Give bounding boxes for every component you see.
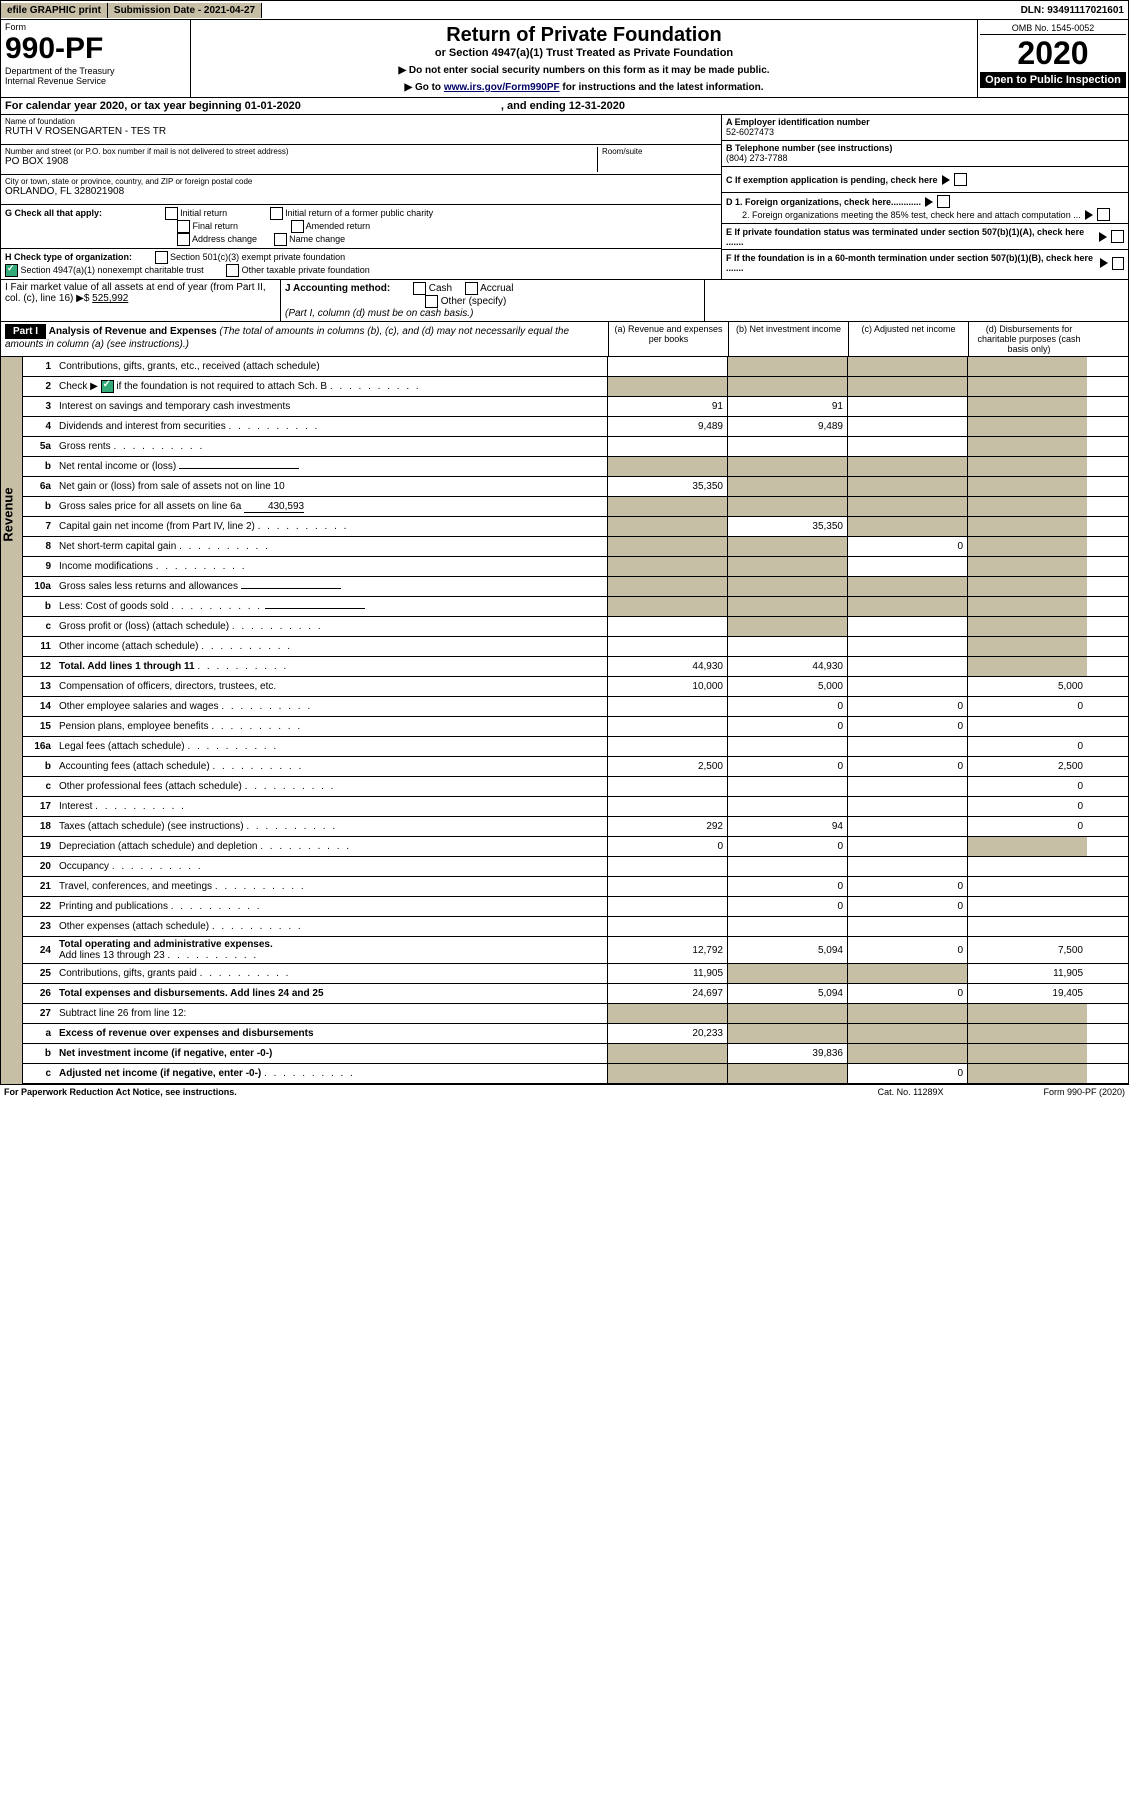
col-d: (d) Disbursements for charitable purpose… xyxy=(969,322,1089,356)
expenses-table: Operating and Administrative Expenses 13… xyxy=(0,677,1129,1084)
j-label: J Accounting method: xyxy=(285,283,390,294)
check-d1[interactable] xyxy=(937,195,950,208)
foundation-name: RUTH V ROSENGARTEN - TES TR xyxy=(5,126,717,137)
city-label: City or town, state or province, country… xyxy=(5,177,717,186)
room-label: Room/suite xyxy=(597,147,717,172)
form-number: 990-PF xyxy=(5,32,186,66)
arrow-icon xyxy=(925,197,933,207)
arrow-icon xyxy=(1099,232,1107,242)
col-a: (a) Revenue and expenses per books xyxy=(609,322,729,356)
side-expenses: Operating and Administrative Expenses xyxy=(1,677,23,1084)
open-inspection: Open to Public Inspection xyxy=(980,72,1126,88)
ein: 52-6027473 xyxy=(726,127,774,137)
revenue-table: Revenue 1Contributions, gifts, grants, e… xyxy=(0,357,1129,677)
side-revenue: Revenue xyxy=(1,357,23,677)
note-link: ▶ Go to www.irs.gov/Form990PF for instru… xyxy=(195,82,973,93)
form-title: Return of Private Foundation xyxy=(195,24,973,47)
addr-label: Number and street (or P.O. box number if… xyxy=(5,147,597,156)
c-label: C If exemption application is pending, c… xyxy=(726,175,938,185)
arrow-icon xyxy=(1100,258,1108,268)
check-accrual[interactable] xyxy=(465,282,478,295)
dept-irs: Internal Revenue Service xyxy=(5,76,186,86)
h-label: H Check type of organization: xyxy=(5,252,132,262)
submission-date: Submission Date - 2021-04-27 xyxy=(108,3,262,18)
arrow-icon xyxy=(942,175,950,185)
check-501c3[interactable] xyxy=(155,251,168,264)
check-address[interactable] xyxy=(177,233,190,246)
form-header: Form 990-PF Department of the Treasury I… xyxy=(0,20,1129,98)
check-initial-former[interactable] xyxy=(270,207,283,220)
page-footer: For Paperwork Reduction Act Notice, see … xyxy=(0,1084,1129,1099)
check-f[interactable] xyxy=(1112,257,1125,270)
check-final[interactable] xyxy=(177,220,190,233)
efile-button[interactable]: efile GRAPHIC print xyxy=(1,3,108,18)
irs-link[interactable]: www.irs.gov/Form990PF xyxy=(444,82,560,93)
phone: (804) 273-7788 xyxy=(726,153,788,163)
address: PO BOX 1908 xyxy=(5,156,597,167)
check-name[interactable] xyxy=(274,233,287,246)
g-label: G Check all that apply: xyxy=(5,208,102,218)
dln: DLN: 93491117021601 xyxy=(1021,5,1128,16)
dept-treasury: Department of the Treasury xyxy=(5,66,186,76)
part-label: Part I xyxy=(5,324,46,339)
col-b: (b) Net investment income xyxy=(729,322,849,356)
col-c: (c) Adjusted net income xyxy=(849,322,969,356)
form-subtitle: or Section 4947(a)(1) Trust Treated as P… xyxy=(195,47,973,59)
check-e[interactable] xyxy=(1111,230,1124,243)
form-label: Form xyxy=(5,22,186,32)
cat-no: Cat. No. 11289X xyxy=(878,1087,944,1097)
ij-row: I Fair market value of all assets at end… xyxy=(0,280,1129,322)
part-title: Analysis of Revenue and Expenses xyxy=(49,326,217,337)
phone-label: B Telephone number (see instructions) xyxy=(726,143,892,153)
arrow-icon xyxy=(1085,210,1093,220)
check-amended[interactable] xyxy=(291,220,304,233)
omb-number: OMB No. 1545-0052 xyxy=(980,22,1126,35)
name-label: Name of foundation xyxy=(5,117,717,126)
part1-header: Part I Analysis of Revenue and Expenses … xyxy=(0,322,1129,357)
city: ORLANDO, FL 328021908 xyxy=(5,186,717,197)
paperwork-notice: For Paperwork Reduction Act Notice, see … xyxy=(4,1087,878,1097)
i-label: I Fair market value of all assets at end… xyxy=(5,282,266,304)
check-4947[interactable] xyxy=(5,264,18,277)
check-d2[interactable] xyxy=(1097,208,1110,221)
form-ref: Form 990-PF (2020) xyxy=(1043,1087,1125,1097)
check-other-taxable[interactable] xyxy=(226,264,239,277)
note-ssn: ▶ Do not enter social security numbers o… xyxy=(195,65,973,76)
filer-info: Name of foundation RUTH V ROSENGARTEN - … xyxy=(0,115,1129,280)
check-cash[interactable] xyxy=(413,282,426,295)
check-schb[interactable] xyxy=(101,380,114,393)
tax-year: 2020 xyxy=(980,35,1126,72)
ein-label: A Employer identification number xyxy=(726,117,870,127)
calendar-year: For calendar year 2020, or tax year begi… xyxy=(0,98,1129,115)
fmv: 525,992 xyxy=(92,293,128,304)
check-c[interactable] xyxy=(954,173,967,186)
top-bar: efile GRAPHIC print Submission Date - 20… xyxy=(0,0,1129,20)
check-other-method[interactable] xyxy=(425,295,438,308)
check-initial[interactable] xyxy=(165,207,178,220)
